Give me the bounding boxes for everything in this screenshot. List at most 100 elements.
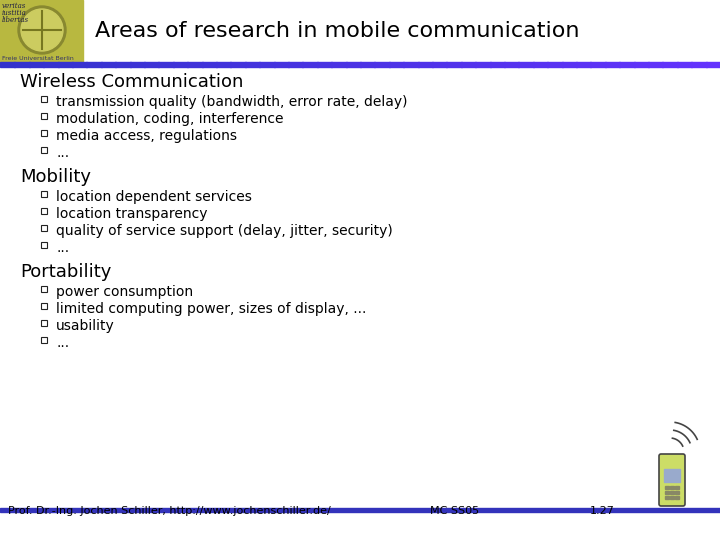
Bar [490, 62, 505, 67]
Bar [187, 62, 202, 67]
Bar [41, 225, 47, 231]
Bar [648, 62, 663, 67]
Text: Prof. Dr.-Ing. Jochen Schiller, http://www.jochenschiller.de/: Prof. Dr.-Ing. Jochen Schiller, http://w… [8, 506, 330, 516]
Text: quality of service support (delay, jitter, security): quality of service support (delay, jitte… [56, 224, 392, 238]
Bar [41, 191, 47, 197]
Bar [418, 62, 433, 67]
Bar [590, 62, 606, 67]
Text: transmission quality (bandwidth, error rate, delay): transmission quality (bandwidth, error r… [56, 95, 408, 109]
Bar [0, 62, 15, 67]
Text: modulation, coding, interference: modulation, coding, interference [56, 112, 284, 126]
Bar [41, 302, 47, 308]
Bar [360, 62, 375, 67]
Bar [158, 62, 174, 67]
Bar [144, 62, 159, 67]
Text: location transparency: location transparency [56, 207, 207, 221]
Bar [706, 62, 720, 67]
Bar [41, 241, 47, 247]
Text: ...: ... [56, 241, 69, 255]
Bar [230, 62, 246, 67]
Bar [576, 62, 591, 67]
Bar [670, 490, 674, 494]
FancyBboxPatch shape [659, 454, 685, 506]
Bar [518, 62, 534, 67]
Bar [432, 62, 447, 67]
Bar [0, 0, 720, 62]
Text: Wireless Communication: Wireless Communication [20, 73, 243, 91]
Bar [101, 62, 116, 67]
Text: 1.27: 1.27 [590, 506, 615, 516]
Bar [41, 320, 47, 326]
Bar [14, 62, 30, 67]
Bar [29, 62, 44, 67]
Bar [58, 62, 73, 67]
Text: libertas: libertas [2, 16, 29, 24]
Bar [41, 130, 47, 136]
Bar [317, 62, 332, 67]
Bar [0, 0, 83, 62]
Text: Areas of research in mobile communication: Areas of research in mobile communicatio… [95, 21, 580, 41]
Text: Freie Universitat Berlin: Freie Universitat Berlin [2, 56, 73, 61]
Bar [675, 496, 679, 499]
Bar [675, 485, 679, 489]
Circle shape [18, 6, 66, 54]
Text: limited computing power, sizes of display, ...: limited computing power, sizes of displa… [56, 302, 366, 316]
Bar [41, 207, 47, 213]
Bar [259, 62, 274, 67]
Text: location dependent services: location dependent services [56, 190, 252, 204]
Bar [245, 62, 260, 67]
Bar [41, 286, 47, 292]
Text: ...: ... [56, 336, 69, 350]
Bar [662, 62, 678, 67]
Bar [173, 62, 188, 67]
Text: Portability: Portability [20, 263, 112, 281]
Bar [670, 496, 674, 499]
Bar [691, 62, 706, 67]
Bar [41, 336, 47, 342]
Bar [216, 62, 231, 67]
Text: media access, regulations: media access, regulations [56, 129, 237, 143]
Bar [274, 62, 289, 67]
Bar [389, 62, 404, 67]
Bar [346, 62, 361, 67]
Bar [634, 62, 649, 67]
Bar [547, 62, 562, 67]
Text: usability: usability [56, 319, 114, 333]
Bar [461, 62, 476, 67]
Bar [41, 96, 47, 102]
Bar [562, 62, 577, 67]
Bar [675, 490, 679, 494]
Bar [43, 62, 58, 67]
Bar [665, 490, 669, 494]
Text: ...: ... [56, 146, 69, 160]
Bar [41, 112, 47, 118]
Bar [605, 62, 620, 67]
Bar [331, 62, 346, 67]
Bar [374, 62, 390, 67]
Circle shape [21, 9, 63, 51]
Bar [665, 496, 669, 499]
Bar [403, 62, 418, 67]
Bar [664, 469, 680, 482]
Bar [288, 62, 303, 67]
Text: power consumption: power consumption [56, 285, 193, 299]
Text: iustitia: iustitia [2, 9, 27, 17]
Bar [475, 62, 490, 67]
Bar [202, 62, 217, 67]
Bar [115, 62, 130, 67]
Bar [670, 485, 674, 489]
Bar [504, 62, 519, 67]
Bar [302, 62, 318, 67]
Bar [41, 146, 47, 152]
Text: Mobility: Mobility [20, 168, 91, 186]
Text: MC SS05: MC SS05 [430, 506, 479, 516]
Bar [130, 62, 145, 67]
Bar [72, 62, 87, 67]
Text: veritas: veritas [2, 2, 27, 10]
Bar [677, 62, 692, 67]
Bar [665, 485, 669, 489]
Bar [619, 62, 634, 67]
Bar [533, 62, 548, 67]
Bar [86, 62, 102, 67]
Bar [446, 62, 462, 67]
